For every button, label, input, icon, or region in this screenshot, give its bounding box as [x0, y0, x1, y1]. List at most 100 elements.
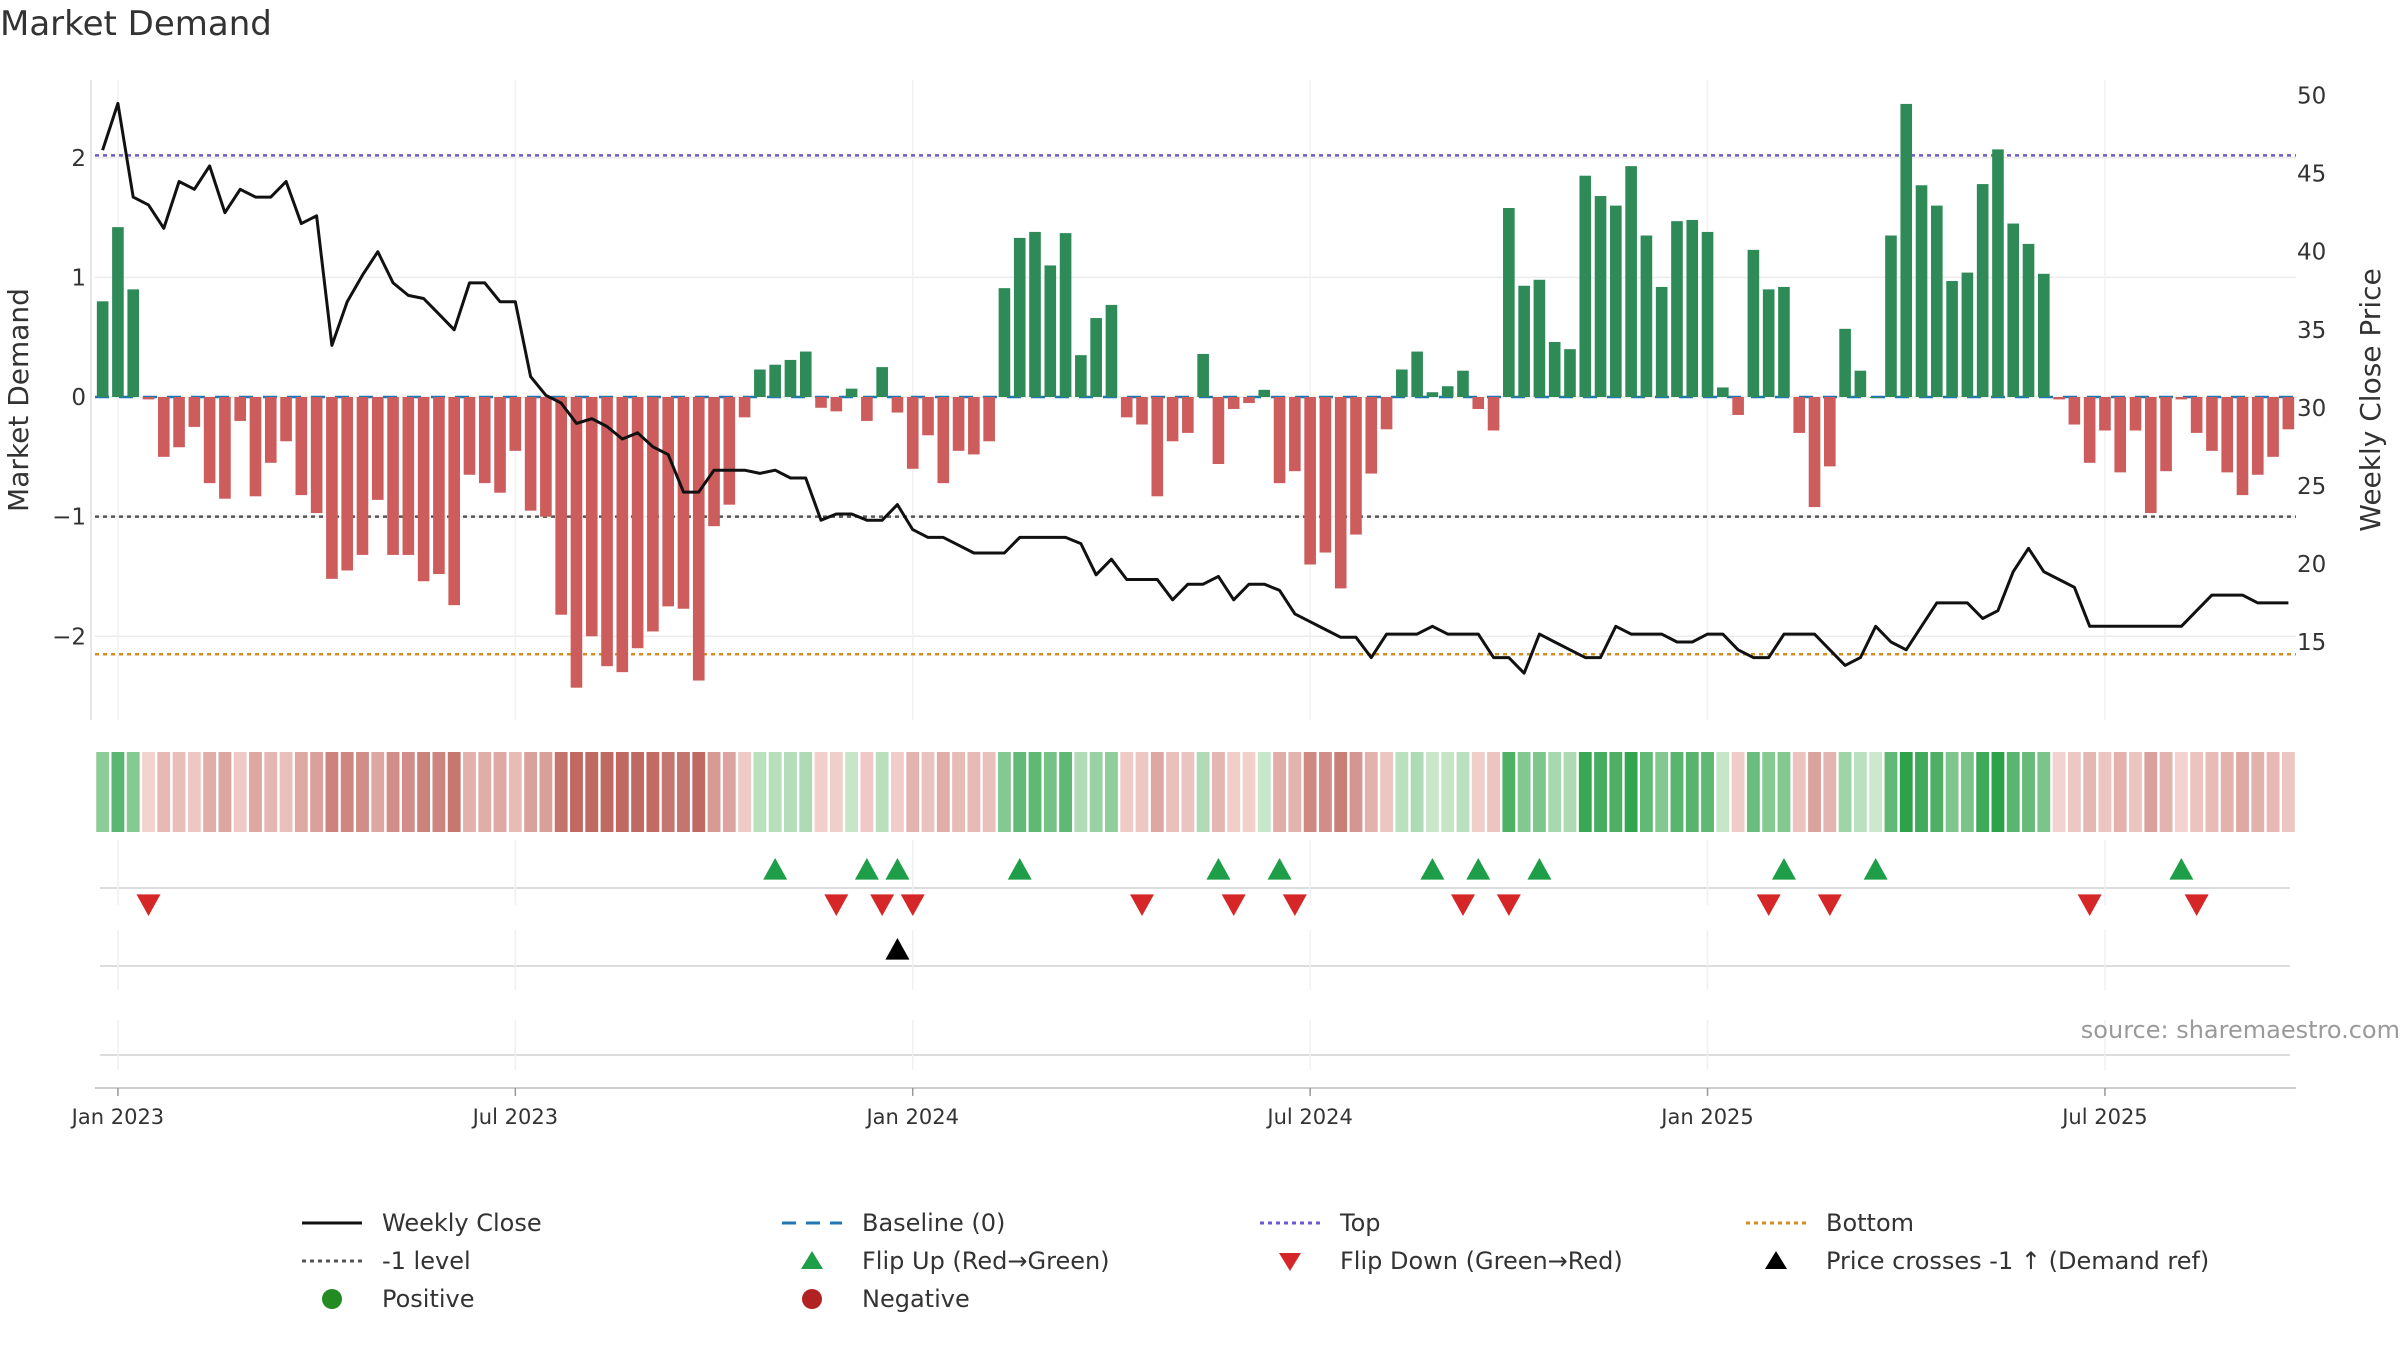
- demand-bar-positive: [1441, 386, 1454, 398]
- y-tick-label: 1: [71, 265, 86, 291]
- heat-cell: [906, 752, 920, 832]
- demand-bar-negative: [738, 397, 751, 418]
- demand-bar-negative: [692, 397, 705, 681]
- heat-cell: [1380, 752, 1393, 832]
- legend-item-flip-down: Flip Down (Green→Red): [1258, 1246, 1623, 1276]
- demand-bar-positive: [1655, 286, 1668, 398]
- heat-cell: [463, 752, 476, 832]
- heat-cell: [2022, 752, 2035, 832]
- heat-cell: [1502, 752, 1516, 832]
- heat-cell: [264, 752, 278, 832]
- flip-up-marker: [854, 858, 879, 880]
- legend-symbol-price-cross: [1765, 1251, 1787, 1269]
- demand-bar-positive: [2007, 223, 2020, 398]
- demand-bar-positive: [1090, 318, 1102, 398]
- heat-cell: [493, 752, 507, 832]
- heat-cell: [539, 752, 553, 832]
- demand-bar-negative: [708, 397, 720, 527]
- demand-bar-positive: [1854, 370, 1867, 398]
- demand-bar-negative: [1243, 397, 1255, 403]
- heat-cell: [1838, 752, 1852, 832]
- demand-bar-negative: [326, 397, 338, 579]
- demand-bar-negative: [157, 397, 170, 457]
- heat-cell: [1609, 752, 1623, 832]
- demand-bar-negative: [830, 397, 843, 412]
- demand-bar-negative: [463, 397, 476, 475]
- heat-cell: [1288, 752, 1302, 832]
- demand-bar-positive: [1747, 249, 1760, 398]
- demand-bar-negative: [509, 397, 522, 451]
- heat-cell: [126, 752, 140, 832]
- demand-bar-negative: [295, 397, 308, 496]
- demand-bar-positive: [1946, 280, 1958, 398]
- heat-cell: [967, 752, 981, 832]
- demand-bar-positive: [1671, 221, 1683, 398]
- x-tick-label: Jul 2024: [1265, 1105, 1352, 1129]
- demand-bar-negative: [2175, 397, 2188, 400]
- legend-symbol-close: [302, 1221, 362, 1225]
- legend-symbol-minus1: [302, 1259, 362, 1263]
- heat-cell: [814, 752, 828, 832]
- heat-cell: [585, 752, 599, 832]
- heat-cell: [157, 752, 171, 832]
- demand-bar-negative: [540, 397, 552, 517]
- flip-down-marker: [1756, 894, 1781, 916]
- heat-cell: [1364, 752, 1378, 832]
- heat-cell: [1945, 752, 1959, 832]
- demand-bar-positive: [1869, 397, 1882, 399]
- heat-cell: [1655, 752, 1669, 832]
- heat-cell: [784, 752, 797, 832]
- legend-item-close: Weekly Close: [300, 1208, 542, 1238]
- demand-bar-positive: [1762, 289, 1775, 398]
- demand-bar-negative: [1334, 397, 1347, 589]
- demand-bar-negative: [402, 397, 415, 555]
- demand-bar-positive: [1579, 175, 1592, 398]
- heat-cell: [1899, 752, 1913, 832]
- heat-cell: [1303, 752, 1317, 832]
- heat-cell: [829, 752, 843, 832]
- price-cross-marker: [885, 938, 910, 960]
- heat-cell: [1227, 752, 1241, 832]
- heat-cell: [2144, 752, 2158, 832]
- demand-bar-negative: [1151, 397, 1164, 497]
- demand-bar-positive: [2037, 273, 2050, 398]
- demand-bar-positive: [1503, 208, 1515, 398]
- demand-bar-positive: [1029, 231, 1041, 398]
- heat-cell: [203, 752, 217, 832]
- heat-cell: [279, 752, 293, 832]
- heat-cell: [2052, 752, 2066, 832]
- demand-bar-negative: [1212, 397, 1225, 464]
- heat-cell: [1976, 752, 1990, 832]
- demand-bar-negative: [1319, 397, 1332, 553]
- demand-bar-negative: [952, 397, 965, 451]
- demand-bar-negative: [219, 397, 231, 499]
- demand-bar-negative: [234, 397, 247, 421]
- demand-bar-positive: [1197, 353, 1209, 398]
- heat-cell: [1762, 752, 1776, 832]
- flip-down-marker: [870, 894, 895, 916]
- y2-axis-label: Weekly Close Price: [2354, 268, 2387, 531]
- demand-bar-negative: [891, 397, 904, 413]
- demand-bar-negative: [616, 397, 629, 673]
- heat-cell: [2083, 752, 2097, 832]
- heat-cell: [661, 752, 675, 832]
- legend-item-positive: Positive: [300, 1284, 475, 1314]
- heat-cell: [142, 752, 155, 832]
- heat-cell: [1410, 752, 1424, 832]
- heat-cell: [677, 752, 690, 832]
- demand-bar-negative: [2083, 397, 2096, 463]
- heat-cell: [111, 752, 125, 832]
- demand-bar-negative: [2190, 397, 2203, 433]
- flip-down-marker: [1817, 894, 1842, 916]
- heat-cell: [218, 752, 232, 832]
- legend-item-minus1: -1 level: [300, 1246, 471, 1276]
- demand-bar-negative: [1732, 397, 1744, 415]
- legend-label: Bottom: [1826, 1209, 1915, 1237]
- demand-bar-positive: [1044, 265, 1057, 398]
- demand-bar-negative: [1472, 397, 1485, 409]
- demand-bar-negative: [2221, 397, 2234, 473]
- heat-cell: [1777, 752, 1791, 832]
- heat-cell: [845, 752, 859, 832]
- demand-bar-positive: [1931, 205, 1943, 398]
- heat-cell: [753, 752, 767, 832]
